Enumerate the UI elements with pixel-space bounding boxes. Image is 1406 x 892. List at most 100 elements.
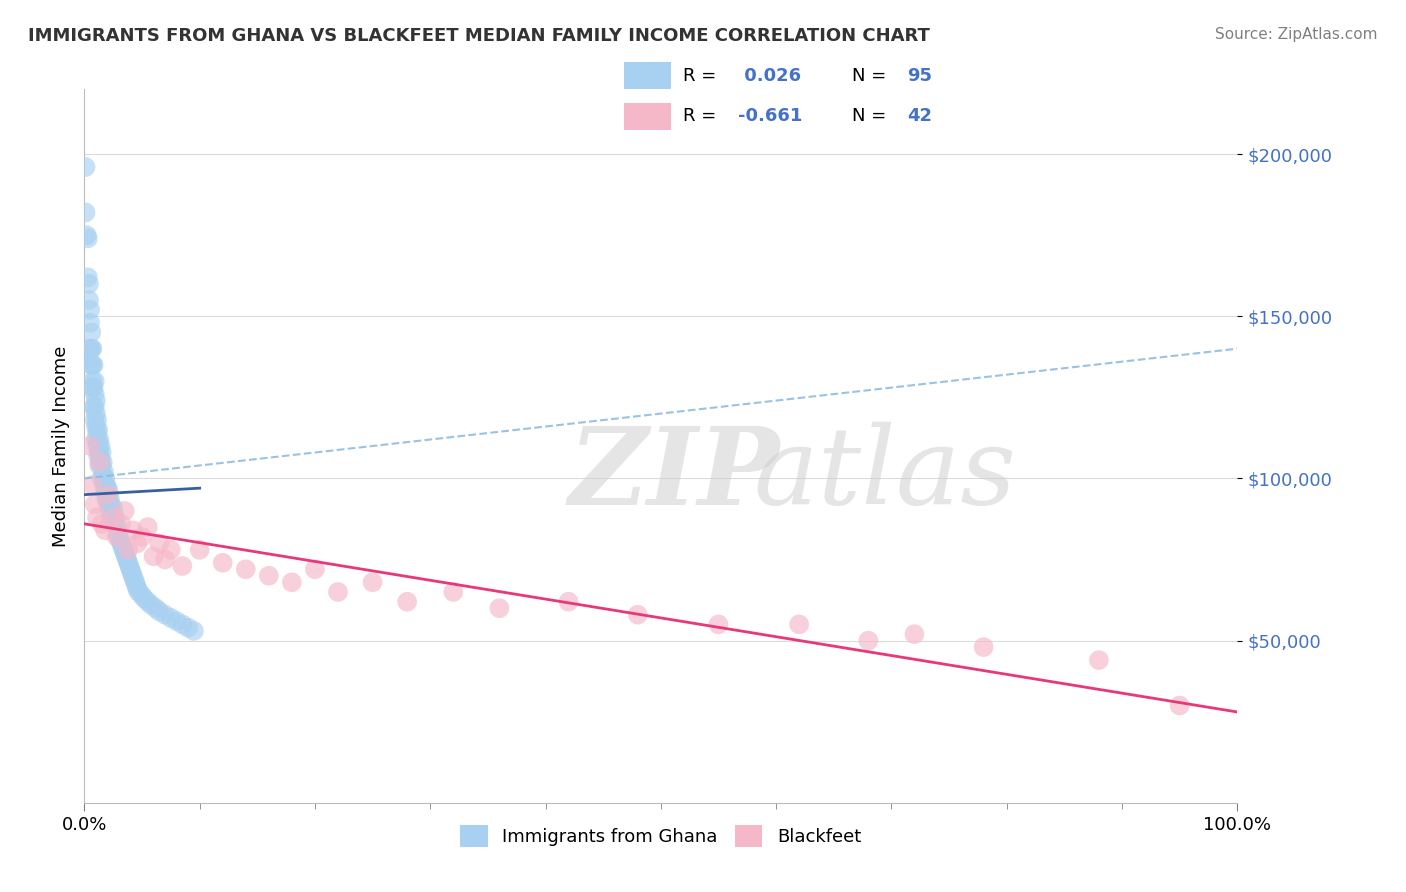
Point [82,478,104,492]
Point [77,293,100,307]
Point [87,423,110,437]
Point [97,488,120,502]
Point [79,302,101,317]
Point [304,562,326,576]
Point [141,598,163,612]
Point [91,468,114,483]
Point [89,433,111,447]
Point [114,546,136,560]
Point [94,471,117,485]
Point [115,552,138,566]
Point [82,342,104,356]
Point [76,231,98,245]
Point [90,471,112,485]
Point [177,621,200,635]
Bar [624,103,671,130]
Point [100,497,122,511]
Point [108,530,131,544]
Point [101,504,124,518]
Point [211,556,233,570]
Point [108,533,131,547]
Point [110,516,132,531]
Point [103,500,124,515]
Text: ZIP: ZIP [568,422,780,527]
Point [90,516,112,531]
Point [131,588,153,602]
Point [79,342,101,356]
Point [627,607,650,622]
Text: 42: 42 [907,107,932,125]
Text: IMMIGRANTS FROM GHANA VS BLACKFEET MEDIAN FAMILY INCOME CORRELATION CHART: IMMIGRANTS FROM GHANA VS BLACKFEET MEDIA… [28,27,929,45]
Legend: Immigrants from Ghana, Blackfeet: Immigrants from Ghana, Blackfeet [453,818,869,855]
Point [125,578,148,592]
Point [235,562,257,576]
Point [83,374,105,388]
Point [396,595,419,609]
Point [361,575,384,590]
Point [136,520,159,534]
Point [128,585,150,599]
Point [110,536,132,550]
Point [97,497,120,511]
Point [96,494,118,508]
Point [90,445,112,459]
Point [93,478,115,492]
Point [111,540,134,554]
Point [86,439,108,453]
Point [117,556,139,570]
Point [117,542,139,557]
Point [131,530,153,544]
Text: -0.661: -0.661 [738,107,803,125]
Point [973,640,995,654]
Point [86,413,108,427]
Point [145,601,167,615]
Point [82,374,104,388]
Point [107,526,129,541]
Point [120,562,142,576]
Point [124,575,146,590]
Point [121,568,143,582]
Point [136,595,159,609]
Point [86,425,108,440]
Point [80,358,103,372]
Point [172,559,194,574]
Text: N =: N = [852,107,891,125]
Point [105,530,128,544]
Point [488,601,510,615]
Point [94,484,117,499]
Point [98,504,121,518]
Point [787,617,810,632]
Point [79,316,101,330]
Text: R =: R = [683,67,723,85]
Point [326,585,349,599]
Point [84,419,107,434]
Point [148,536,170,550]
Y-axis label: Median Family Income: Median Family Income [52,345,70,547]
Point [93,465,115,479]
Point [82,358,104,372]
Point [441,585,464,599]
Point [83,497,105,511]
Text: Source: ZipAtlas.com: Source: ZipAtlas.com [1215,27,1378,42]
Point [118,559,141,574]
Point [281,575,304,590]
Point [83,413,105,427]
Point [87,435,110,450]
Point [96,491,118,505]
Point [148,604,170,618]
Point [77,277,100,291]
Point [122,572,145,586]
Point [153,607,176,622]
Point [100,510,122,524]
Point [134,591,156,606]
Point [98,491,121,505]
Point [84,407,107,421]
Point [557,595,579,609]
Point [83,400,105,414]
Point [96,481,118,495]
Text: 95: 95 [907,67,932,85]
Point [858,633,880,648]
Point [94,524,117,538]
Point [89,445,111,459]
Point [160,542,183,557]
